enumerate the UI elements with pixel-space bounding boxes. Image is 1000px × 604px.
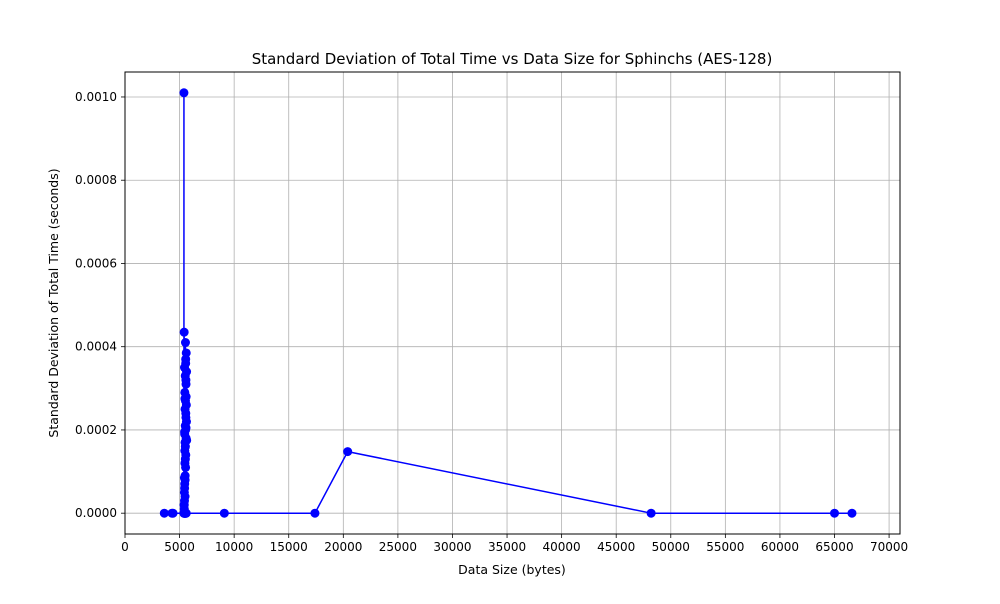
data-point [847,508,857,518]
x-tick-label: 70000 [870,540,908,554]
data-point [310,508,320,518]
data-point [180,492,190,502]
x-tick-label: 30000 [433,540,471,554]
data-point [168,508,178,518]
x-tick-label: 40000 [543,540,581,554]
data-point [181,408,191,418]
x-tick-label: 55000 [706,540,744,554]
y-tick-label: 0.0004 [75,340,117,354]
chart-title: Standard Deviation of Total Time vs Data… [252,50,773,68]
data-point [180,446,190,456]
plot-frame [124,71,901,535]
x-axis-title: Data Size (bytes) [458,562,566,577]
ticks: 0 5000 10000 15000 20000 25000 30000 35000 40000… [75,90,908,554]
data-point [182,367,192,377]
data-point [180,394,190,404]
data-point [830,508,840,518]
y-tick-label: 0.0000 [75,506,117,520]
data-point [180,427,190,437]
data-point [180,471,190,481]
x-tick-label: 35000 [488,540,526,554]
data-point [159,508,169,518]
y-tick-label: 0.0002 [75,423,117,437]
data-point [181,462,191,472]
x-tick-label: 5000 [164,540,195,554]
x-tick-label: 15000 [270,540,308,554]
x-tick-label: 50000 [652,540,690,554]
y-axis-title: Standard Deviation of Total Time (second… [46,168,61,437]
y-tick-label: 0.0006 [75,256,117,270]
data-point [180,437,190,447]
x-tick-label: 65000 [815,540,853,554]
data-point [181,508,191,518]
grid-lines [124,72,900,534]
x-tick-label: 25000 [379,540,417,554]
data-point [181,375,191,385]
data-point [179,88,189,98]
data-point [179,327,189,337]
x-tick-label: 0 [121,540,129,554]
x-tick-label: 10000 [215,540,253,554]
data-point [180,338,190,348]
data-point [180,454,190,464]
data-point [181,358,191,368]
x-tick-label: 60000 [761,540,799,554]
data-point [646,508,656,518]
data-point [179,500,189,510]
series-line [164,92,852,514]
data-point [219,508,229,518]
data-point [181,348,191,358]
x-tick-label: 45000 [597,540,635,554]
x-tick-label: 20000 [324,540,362,554]
data-point [180,479,190,489]
data-point [343,447,353,457]
series-layer [159,88,857,518]
y-tick-label: 0.0008 [75,173,117,187]
y-tick-label: 0.0010 [75,90,117,104]
